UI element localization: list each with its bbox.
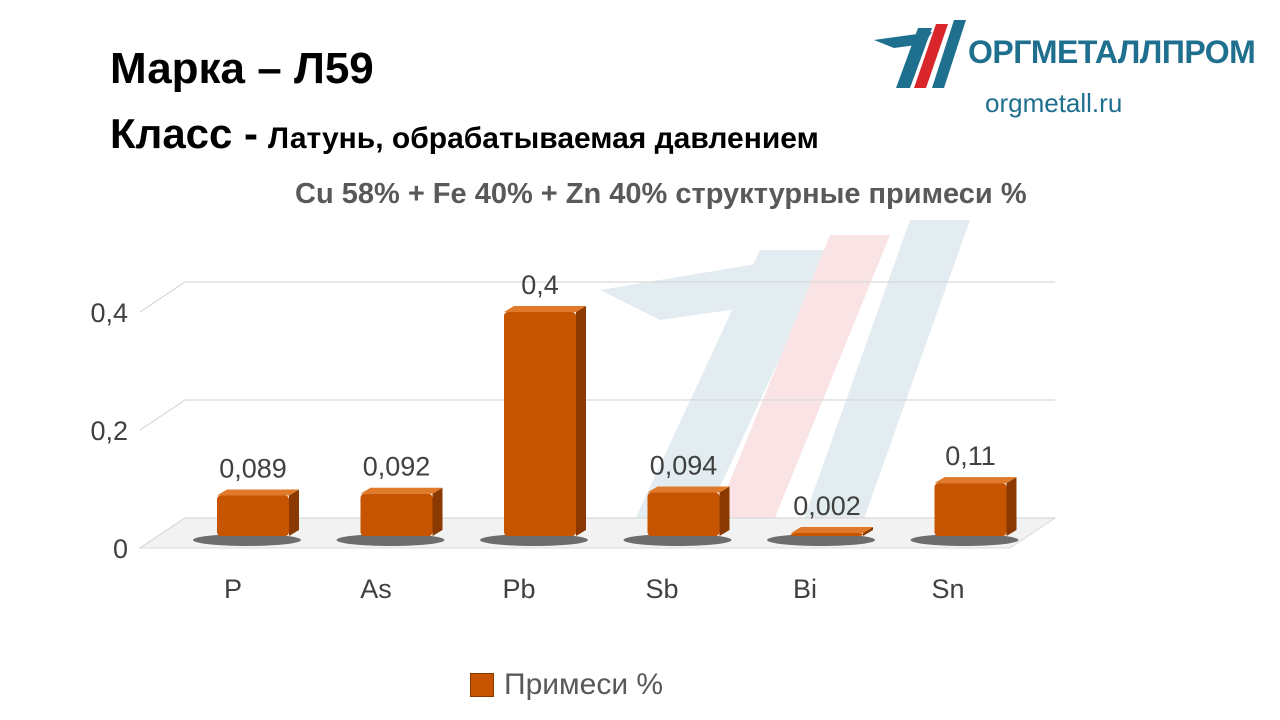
- chart-title: Cu 58% + Fe 40% + Zn 40% структурные при…: [295, 178, 1027, 210]
- bar-side: [289, 489, 299, 536]
- bar-bi: [791, 533, 863, 536]
- data-label: 0,094: [650, 451, 718, 481]
- brand-name: ОРГМЕТАЛЛПРОМ: [968, 34, 1256, 70]
- bar-sb: [647, 492, 720, 536]
- bar-as: [360, 493, 433, 536]
- bar-side: [576, 306, 586, 536]
- data-label: 0,4: [521, 270, 559, 300]
- x-tick-label: P: [224, 574, 242, 604]
- y-tick-label: 0,4: [90, 298, 128, 328]
- x-axis-ticks: P As Pb Sb Bi Sn: [224, 574, 965, 604]
- x-tick-label: As: [360, 574, 392, 604]
- data-labels: 0,089 0,092 0,4 0,094 0,002 0,11: [219, 270, 996, 521]
- data-label: 0,092: [363, 452, 431, 482]
- bar-side: [719, 486, 730, 536]
- bar-shadow: [480, 534, 588, 546]
- bar-shadow: [623, 534, 732, 546]
- bar-side: [1006, 477, 1017, 536]
- data-label: 0,002: [793, 491, 861, 521]
- brand-url[interactable]: orgmetall.ru: [985, 88, 1123, 118]
- bar-top: [791, 527, 873, 533]
- bar-side: [432, 487, 443, 536]
- bars: [193, 306, 1019, 546]
- legend: Примеси %: [470, 668, 663, 702]
- data-label: 0,089: [219, 453, 287, 483]
- grid-line-diagonal: [139, 399, 186, 431]
- class-value: Латунь, обрабатываемая давлением: [268, 122, 819, 155]
- bar-shadow: [910, 534, 1019, 546]
- slide-subtitle: Класс - Латунь, обрабатываемая давлением: [110, 110, 819, 158]
- bar-pb: [504, 312, 576, 536]
- bar-top: [504, 306, 586, 312]
- brand-logo-icon: [874, 20, 966, 88]
- y-tick-label: 0,2: [90, 416, 128, 446]
- bar-top: [647, 486, 730, 493]
- x-tick-label: Sb: [645, 574, 678, 604]
- legend-swatch: [470, 673, 494, 697]
- slide-title: Марка – Л59: [110, 44, 374, 93]
- x-tick-label: Sn: [931, 574, 964, 604]
- legend-label: Примеси %: [504, 668, 664, 701]
- bar-top: [217, 489, 299, 496]
- bar-sn: [934, 483, 1007, 536]
- bar-p: [217, 495, 289, 536]
- bar-side: [863, 527, 873, 536]
- bar-shadow: [193, 534, 301, 546]
- bar-top: [360, 487, 443, 494]
- y-axis-ticks: 0 0,2 0,4: [90, 298, 128, 564]
- bar-top: [934, 477, 1017, 484]
- grid-line-diagonal: [139, 517, 186, 549]
- y-tick-label: 0: [113, 534, 128, 564]
- class-label: Класс -: [110, 110, 259, 157]
- x-tick-label: Bi: [793, 574, 817, 604]
- x-tick-label: Pb: [502, 574, 535, 604]
- grid-line-diagonal: [139, 281, 186, 313]
- watermark-logo-icon: [600, 220, 970, 530]
- bar-shadow: [767, 534, 875, 546]
- bar-shadow: [336, 534, 445, 546]
- data-label: 0,11: [945, 441, 996, 471]
